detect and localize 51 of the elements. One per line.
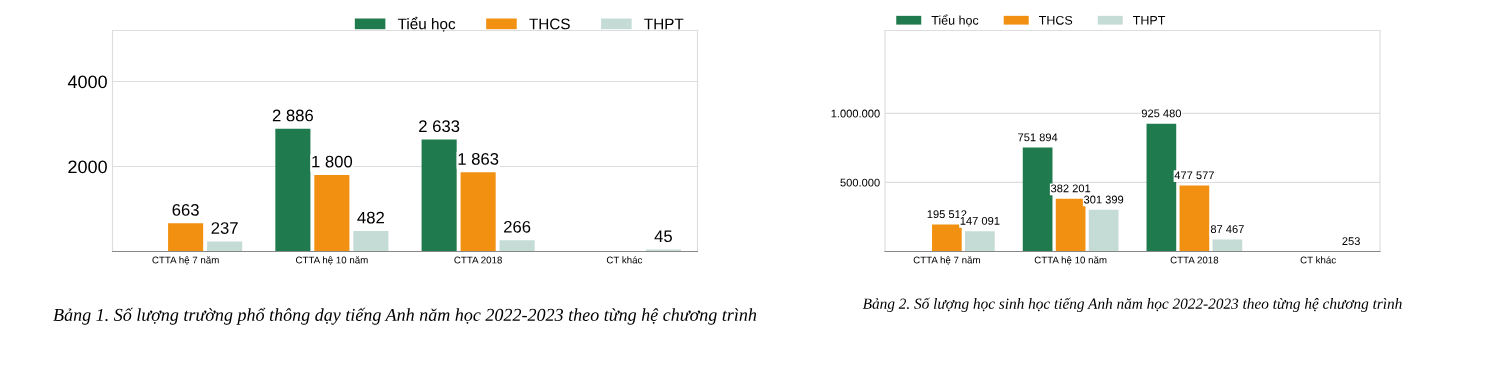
legend-label: Tiểu học (931, 14, 979, 27)
data-label: 1 863 (458, 153, 499, 165)
data-label: 301 399 (1083, 195, 1124, 204)
text: Bảng 2. Số lượng học sinh học tiếng Anh năm học 2022-2023 theo từng hệ chương trình (862, 297, 1402, 312)
data-label: 482 (357, 211, 384, 224)
data-label: 2 886 (272, 109, 313, 122)
x-tick-label: CTTA hệ 10 năm (295, 256, 368, 265)
bar (499, 240, 535, 252)
x-tick-label: CTTA 2018 (1170, 256, 1219, 264)
bar (1088, 209, 1119, 252)
data-label: 1 800 (312, 155, 353, 168)
data-label: 925 480 (1141, 109, 1182, 118)
y-tick-label: 1.000.000 (831, 109, 880, 118)
data-label: 477 577 (1174, 171, 1214, 180)
bar (275, 128, 311, 252)
x-tick-label: CTTA hệ 7 năm (152, 256, 219, 265)
bar (1022, 147, 1053, 252)
data-label: 751 894 (1018, 133, 1058, 142)
x-tick-label: CTTA hệ 7 năm (913, 256, 980, 265)
bar (168, 223, 204, 252)
data-label: 2 633 (419, 120, 460, 133)
bar (1212, 239, 1243, 252)
y-tick-label: 4000 (67, 75, 107, 89)
legend-label: THCS (529, 18, 570, 30)
bar (1055, 198, 1086, 252)
x-tick-label: CT khác (1300, 256, 1336, 264)
x-tick-label: CTTA 2018 (454, 256, 502, 264)
data-label: 266 (504, 220, 531, 233)
data-label: 382 201 (1050, 184, 1091, 193)
bar (1179, 185, 1210, 252)
text: Bảng 1. Số lượng trường phổ thông dạy tiếng Anh năm học 2022-2023 theo từng hệ chương trình (53, 307, 757, 325)
data-label: 237 (211, 222, 238, 234)
legend-label: THCS (1039, 15, 1073, 25)
bar (353, 230, 389, 252)
data-label: 45 (654, 230, 672, 243)
bar (932, 224, 962, 252)
y-tick-label: 2000 (68, 160, 107, 174)
legend-label: Tiểu học (397, 16, 456, 32)
data-label: 253 (1342, 237, 1360, 246)
data-label: 147 091 (960, 216, 1000, 225)
data-label: 87 467 (1210, 225, 1244, 234)
x-tick-label: CT khác (606, 256, 643, 264)
legend-label: THPT (644, 18, 684, 30)
x-tick-label: CTTA hệ 10 năm (1034, 256, 1107, 265)
legend-label: THPT (1133, 16, 1166, 25)
bar (421, 139, 457, 252)
bar (460, 172, 496, 252)
y-tick-label: 500.000 (840, 178, 880, 187)
bar (207, 241, 243, 252)
data-label: 663 (172, 204, 199, 216)
bar (965, 231, 995, 252)
